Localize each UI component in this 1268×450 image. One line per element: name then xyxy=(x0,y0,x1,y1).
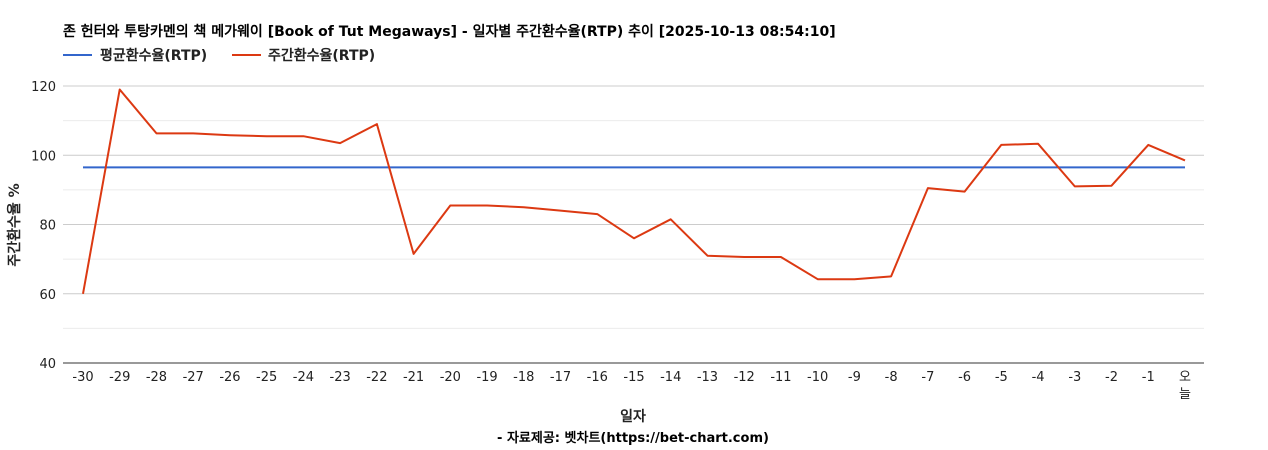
x-tick-label: -16 xyxy=(587,370,608,385)
x-tick-label: -21 xyxy=(403,370,424,385)
x-tick-label: -23 xyxy=(330,370,351,385)
y-tick-label: 80 xyxy=(39,219,56,234)
x-tick-label: -22 xyxy=(366,370,387,385)
gridlines xyxy=(63,85,1204,364)
x-tick-label: -12 xyxy=(734,370,755,385)
legend-label-weekly-rtp: 주간환수율(RTP) xyxy=(268,47,375,64)
x-tick-label: -2 xyxy=(1105,370,1118,385)
x-tick-label: -9 xyxy=(848,370,861,385)
x-tick-label: -7 xyxy=(921,370,934,385)
y-axis-ticks: 40 60 80 100 120 xyxy=(31,80,56,372)
x-tick-label: -18 xyxy=(513,370,534,385)
x-tick-label: -30 xyxy=(72,370,93,385)
x-tick-label: -10 xyxy=(807,370,828,385)
x-tick-label: -3 xyxy=(1068,370,1081,385)
x-tick-label: -14 xyxy=(660,370,681,385)
x-axis-ticks: -30 -29 -28 -27 -26 -25 -24 -23 -22 -21 -20 -19 -18 -… xyxy=(72,370,1191,402)
x-tick-label: -13 xyxy=(697,370,718,385)
chart-title: 존 헌터와 투탕카멘의 책 메가웨이 [Book of Tut Megaways… xyxy=(63,23,836,40)
y-tick-label: 100 xyxy=(31,149,56,164)
x-tick-label: -11 xyxy=(770,370,791,385)
legend: 평균환수율(RTP) 주간환수율(RTP) xyxy=(63,47,375,64)
x-tick-label: -6 xyxy=(958,370,971,385)
x-axis-title: 일자 xyxy=(620,409,646,425)
x-tick-label: -27 xyxy=(183,370,204,385)
x-tick-label: -26 xyxy=(219,370,240,385)
x-tick-label: -28 xyxy=(146,370,167,385)
data-source-credit: - 자료제공: 벳차트(https://bet-chart.com) xyxy=(497,430,769,446)
x-tick-label: -1 xyxy=(1142,370,1155,385)
x-tick-label: -17 xyxy=(550,370,571,385)
series-lines xyxy=(82,88,1186,294)
y-tick-label: 120 xyxy=(31,80,56,95)
legend-label-average-rtp: 평균환수율(RTP) xyxy=(100,47,207,64)
y-tick-label: 40 xyxy=(39,357,56,372)
x-tick-label: -24 xyxy=(293,370,314,385)
y-axis-title: 주간환수율 % xyxy=(6,183,23,266)
x-tick-label: -20 xyxy=(440,370,461,385)
x-tick-label: -8 xyxy=(885,370,898,385)
x-tick-label: -5 xyxy=(995,370,1008,385)
y-tick-label: 60 xyxy=(39,288,56,303)
series-line-weekly-rtp xyxy=(82,88,1186,294)
x-tick-label: -19 xyxy=(476,370,497,385)
x-tick-label: -4 xyxy=(1032,370,1045,385)
x-tick-label: -25 xyxy=(256,370,277,385)
x-tick-label: -29 xyxy=(109,370,130,385)
x-tick-label: -15 xyxy=(623,370,644,385)
